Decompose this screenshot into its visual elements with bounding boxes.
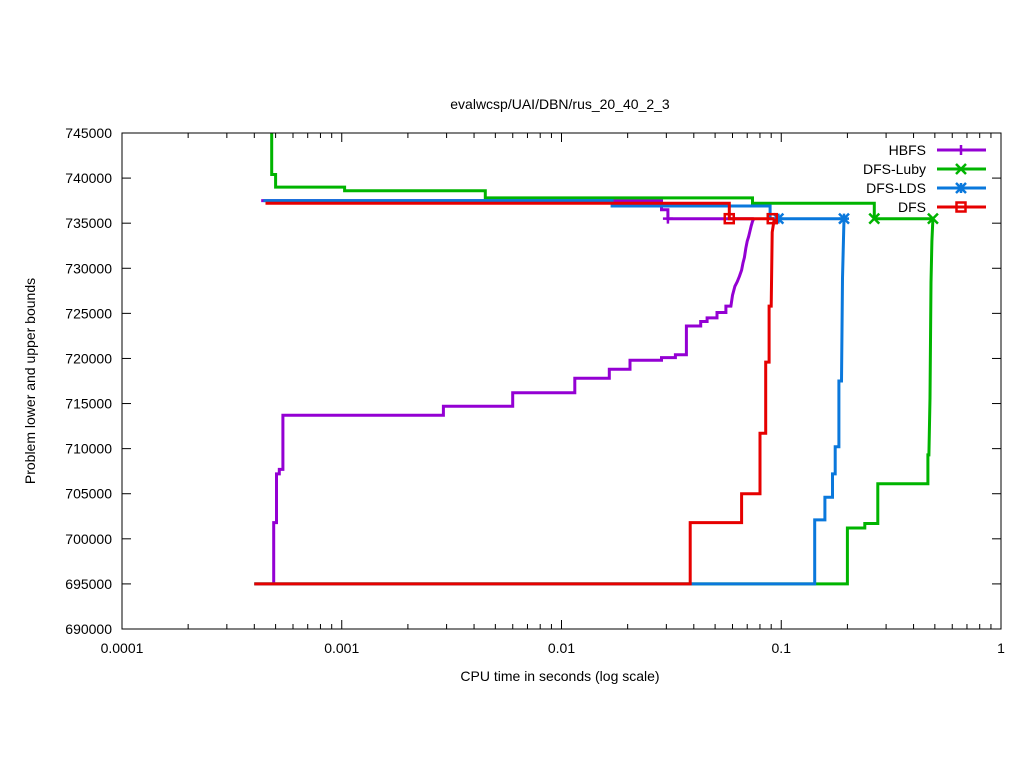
series-marker-dfs-luby [868,212,881,225]
series-line-dfs-luby-upper [270,133,933,221]
y-tick-label: 730000 [65,260,112,276]
series-marker-dfs [766,212,778,225]
y-tick-label: 735000 [65,215,112,231]
y-tick-label: 700000 [65,531,112,547]
y-axis-label: Problem lower and upper bounds [22,278,38,484]
series-line-dfs-lds-lower [254,218,846,586]
y-axis: 690000 695000 700000 705000 710000 715000 7200… [65,125,1001,637]
y-tick-label: 690000 [65,621,112,637]
series-dfs-luby [254,133,939,586]
legend-marker-hbfs [956,145,966,155]
legend-label: DFS [898,199,926,215]
series-dfs-lds [254,199,850,586]
series-marker-dfs-lds [838,212,850,225]
legend-item-hbfs: HBFS [889,142,986,158]
plot-frame [121,132,1002,630]
y-tick-label: 710000 [65,441,112,457]
series-marker-dfs-shape [766,212,778,225]
legend-label: DFS-LDS [866,180,926,196]
y-tick-label: 705000 [65,486,112,502]
x-tick-label: 0.01 [548,640,575,656]
y-tick-label: 715000 [65,396,112,412]
x-tick-label: 0.0001 [101,640,144,656]
series-hbfs [261,199,756,584]
series-marker-dfs-luby-shape [927,212,939,225]
series-marker-dfs [723,212,736,225]
series-marker-dfs-shape [723,212,736,225]
series-dfs [254,201,778,586]
legend-marker-dfs [955,201,967,213]
series-marker-dfs-lds-shape [838,212,850,225]
legend-marker-dfs-shape [955,201,967,213]
legend-label: HBFS [889,142,926,158]
series-marker-dfs-luby [927,212,939,225]
legend-marker-dfs-luby-shape [955,163,967,175]
legend-marker-dfs-lds-shape [955,182,967,194]
legend-label: DFS-Luby [863,161,926,177]
x-tick-label: 0.001 [324,640,359,656]
legend-item-dfs: DFS [898,199,986,215]
series-line-dfs-lower [254,218,776,586]
legend: HBFS DFS-Luby DFS-LDS DFS [863,142,986,215]
series-line-dfs-upper [265,201,775,221]
series-line-dfs-luby-lower [254,218,935,586]
series-marker-dfs-lds [772,212,785,225]
y-tick-label: 725000 [65,305,112,321]
x-tick-label: 0.1 [772,640,792,656]
legend-marker-dfs-luby [955,163,967,175]
y-tick-label: 720000 [65,350,112,366]
legend-item-dfs-luby: DFS-Luby [863,161,986,177]
series-marker-hbfs [662,213,673,224]
legend-marker-dfs-lds [955,182,967,194]
x-tick-label: 1 [997,640,1005,656]
series-marker-dfs-luby-shape [868,212,881,225]
series-line-hbfs-lower [272,218,756,584]
plot-area [254,133,939,586]
legend-item-dfs-lds: DFS-LDS [866,180,986,196]
series-marker-hbfs-shape [662,213,673,224]
x-axis: 0.0001 0.001 0.01 0.1 1 [101,133,1005,656]
y-tick-label: 695000 [65,576,112,592]
x-axis-label: CPU time in seconds (log scale) [460,668,659,684]
y-tick-label: 745000 [65,125,112,141]
y-tick-label: 740000 [65,170,112,186]
legend-marker-hbfs-shape [956,145,966,155]
chart-title: evalwcsp/UAI/DBN/rus_20_40_2_3 [450,96,670,112]
series-marker-dfs-lds-shape [772,212,785,225]
